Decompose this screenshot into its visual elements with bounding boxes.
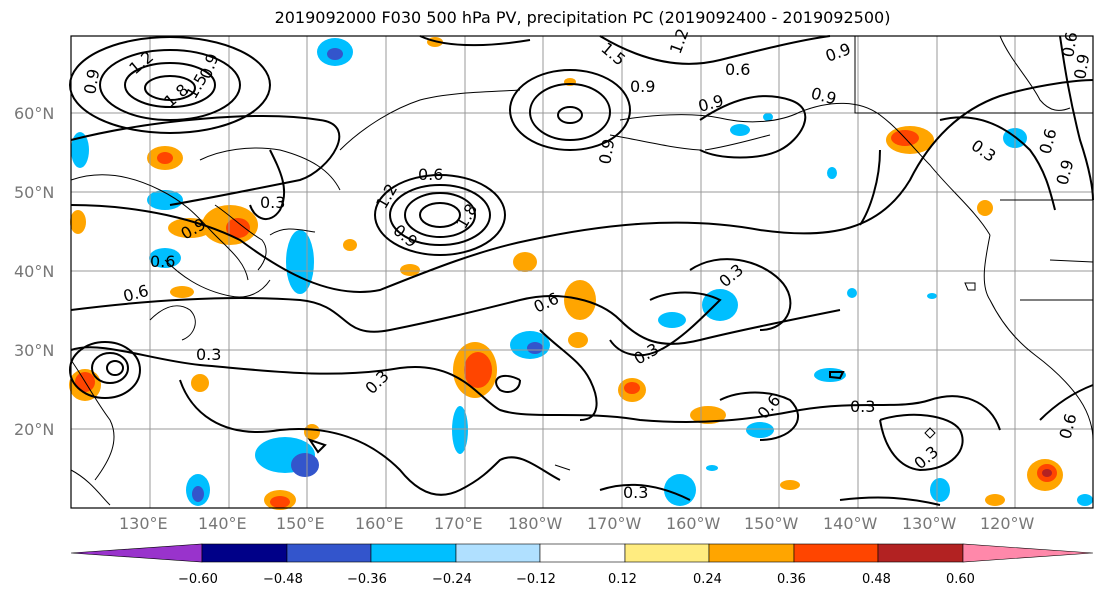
svg-text:0.9: 0.9 — [595, 137, 618, 165]
colorbar-swatch-4 — [455, 543, 541, 563]
lat-label: 30°N — [14, 341, 55, 360]
svg-text:0.6: 0.6 — [418, 165, 443, 184]
colorbar-swatch-10 — [962, 543, 1094, 563]
svg-text:0.9: 0.9 — [630, 77, 655, 96]
colorbar-tick-label: −0.60 — [178, 572, 218, 587]
colorbar-swatch-5 — [539, 543, 626, 563]
lon-label: 120°W — [980, 514, 1035, 533]
lon-label: 140°W — [823, 514, 878, 533]
colorbar-tick-label: −0.36 — [347, 572, 387, 587]
colorbar-swatch-7 — [708, 543, 795, 563]
lon-label: 130°W — [902, 514, 957, 533]
svg-text:0.3: 0.3 — [260, 193, 285, 212]
colorbar-swatch-9 — [877, 543, 964, 563]
lon-label: 150°W — [744, 514, 799, 533]
colorbar-swatch-1 — [201, 543, 288, 563]
colorbar-tick-label: 0.36 — [777, 572, 806, 587]
lon-label: 150°E — [276, 514, 325, 533]
lon-label: 130°E — [119, 514, 168, 533]
lon-label: 180°W — [508, 514, 563, 533]
lon-label: 160°E — [355, 514, 404, 533]
lat-label: 20°N — [14, 420, 55, 439]
colorbar-swatch-8 — [793, 543, 879, 563]
lat-label: 50°N — [14, 183, 55, 202]
svg-text:0.6: 0.6 — [725, 60, 750, 79]
gridlines — [71, 36, 1093, 508]
colorbar-tick-label: −0.24 — [432, 572, 472, 587]
colorbar-tick-label: −0.12 — [516, 572, 556, 587]
svg-text:0.3: 0.3 — [850, 397, 875, 416]
svg-text:0.9: 0.9 — [1070, 52, 1093, 80]
lon-label: 170°W — [587, 514, 642, 533]
colorbar — [70, 543, 1094, 563]
lat-label: 40°N — [14, 262, 55, 281]
colorbar-swatch-3 — [370, 543, 457, 563]
lon-label: 140°E — [198, 514, 247, 533]
lat-label: 60°N — [14, 104, 55, 123]
svg-text:0.9: 0.9 — [80, 67, 103, 95]
svg-text:0.3: 0.3 — [623, 483, 648, 502]
colorbar-tick-label: −0.48 — [263, 572, 303, 587]
map-title: 2019092000 F030 500 hPa PV, precipitatio… — [274, 8, 891, 27]
svg-text:0.3: 0.3 — [196, 345, 221, 364]
colorbar-swatch-2 — [286, 543, 372, 563]
coastlines — [70, 35, 1094, 506]
svg-text:0.6: 0.6 — [1058, 30, 1081, 58]
colorbar-tick-label: 0.24 — [693, 572, 722, 587]
pv-contours — [69, 35, 1094, 506]
colorbar-tick-label: 0.12 — [608, 572, 637, 587]
colorbar-tick-label: 0.60 — [946, 572, 975, 587]
colorbar-swatch-6 — [624, 543, 710, 563]
colorbar-swatch-0 — [70, 543, 203, 563]
lon-label: 160°W — [666, 514, 721, 533]
lon-label: 170°E — [434, 514, 483, 533]
svg-text:0.6: 0.6 — [150, 252, 175, 271]
colorbar-tick-label: 0.48 — [862, 572, 891, 587]
